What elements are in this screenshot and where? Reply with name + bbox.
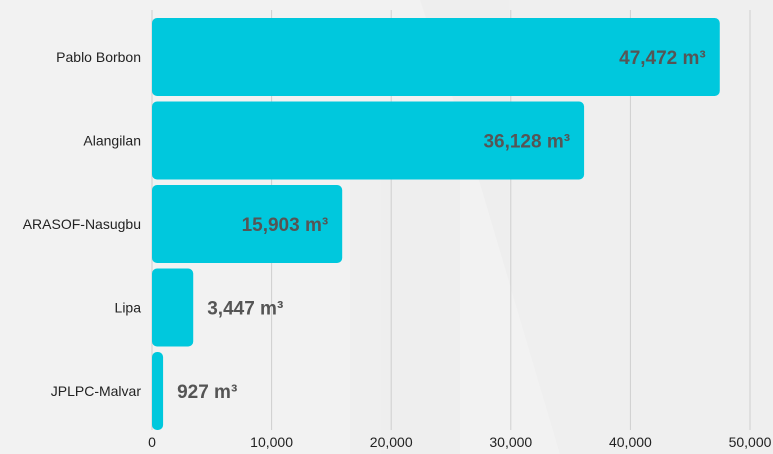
category-label-alangilan: Alangilan — [83, 133, 141, 149]
x-tick-label: 0 — [148, 434, 156, 450]
category-label-arasof-nasugbu: ARASOF-Nasugbu — [23, 216, 141, 232]
data-label-arasof-nasugbu: 15,903 m³ — [242, 215, 329, 236]
data-label-jplpc-malvar: 927 m³ — [177, 382, 237, 403]
data-label-pablo-borbon: 47,472 m³ — [619, 48, 706, 69]
x-tick-label: 20,000 — [370, 434, 413, 450]
category-label-jplpc-malvar: JPLPC-Malvar — [51, 383, 142, 399]
category-label-lipa: Lipa — [115, 300, 142, 316]
x-tick-label: 50,000 — [729, 434, 772, 450]
data-label-lipa: 3,447 m³ — [207, 299, 283, 320]
category-label-pablo-borbon: Pablo Borbon — [56, 49, 141, 65]
bar-jplpc-malvar — [152, 352, 163, 430]
x-tick-label: 40,000 — [609, 434, 652, 450]
data-label-alangilan: 36,128 m³ — [483, 132, 570, 153]
x-tick-label: 30,000 — [489, 434, 532, 450]
bar-lipa — [152, 269, 193, 347]
x-tick-label: 10,000 — [250, 434, 293, 450]
